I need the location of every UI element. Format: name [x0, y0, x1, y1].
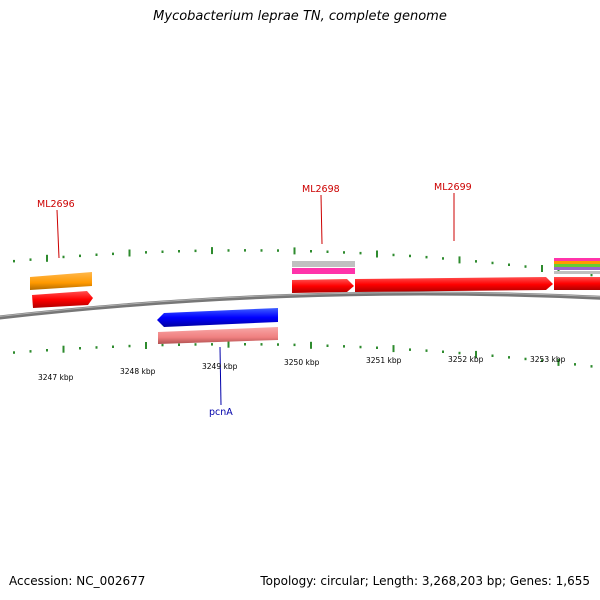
right-feature-stack: [554, 258, 600, 274]
inner-tick-row: [13, 340, 593, 368]
pcna-leader: [219, 346, 222, 406]
gene-pcna-arrow: [157, 308, 278, 327]
tick-label-3247: 3247 kbp: [38, 373, 74, 382]
outer-tick-row: [13, 247, 593, 277]
gene-ml2696-orange-feature: [30, 272, 92, 290]
tick-label-3248: 3248 kbp: [120, 367, 156, 376]
accession-text: Accession: NC_002677: [9, 574, 146, 588]
ml2698-leader: [320, 194, 323, 245]
gene-label-pcna: pcnA: [209, 407, 233, 418]
tick-label-3250: 3250 kbp: [284, 358, 320, 367]
gene-ml2698-magenta-feature: [292, 268, 355, 274]
tick-label-3249: 3249 kbp: [202, 362, 238, 371]
gene-right-arrow: [554, 277, 600, 290]
genome-backbone-highlight: [0, 292, 600, 317]
tick-label-3251: 3251 kbp: [366, 356, 402, 365]
gene-ml2696-arrow: [32, 291, 93, 308]
tick-label-3253: 3253 kbp: [530, 355, 566, 364]
gene-label-ml2696: ML2696: [37, 199, 75, 210]
genome-summary-text: Topology: circular; Length: 3,268,203 bp…: [260, 574, 590, 588]
ml2696-leader: [56, 209, 60, 259]
gene-ml2698-grey-feature: [292, 261, 355, 267]
genome-backbone: [0, 291, 600, 320]
gene-label-ml2698: ML2698: [302, 184, 340, 195]
tick-label-3252: 3252 kbp: [448, 355, 484, 364]
gene-ml2699-arrow: [355, 277, 553, 292]
gene-ml2698-arrow: [292, 279, 354, 293]
map-title: Mycobacterium leprae TN, complete genome: [153, 9, 447, 24]
gene-label-ml2699: ML2699: [434, 182, 472, 193]
gene-pcna-pink-feature: [158, 327, 278, 344]
